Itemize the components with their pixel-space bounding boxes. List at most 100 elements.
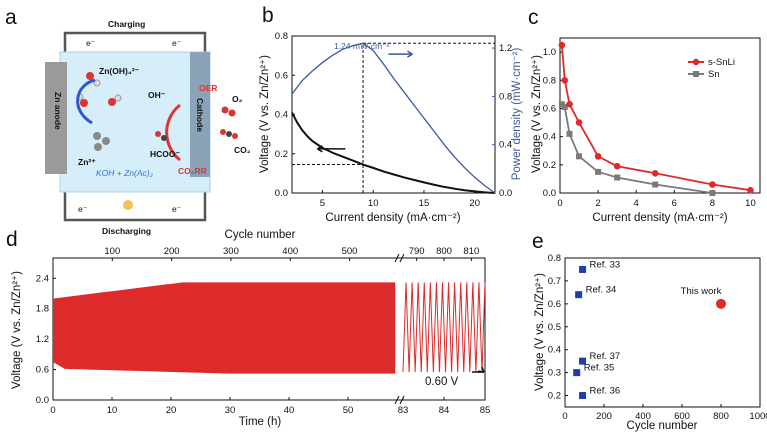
- panel-d-cycle-tick-label: 100: [104, 246, 120, 257]
- panel-d-axis-break-bottom-icon: [394, 395, 405, 405]
- panel-e-ytick-label: 0.2: [548, 391, 561, 402]
- panel-b-y2tick-label: 0.0: [499, 188, 512, 199]
- panel-e-this-work-label: This work: [681, 286, 722, 297]
- panel-d-cycle-tick-label: 300: [223, 246, 239, 257]
- panel-d-xtick-label: 40: [284, 405, 295, 416]
- panel-c-xtick-label: 10: [745, 198, 756, 209]
- panel-d-cycle-tick-label: 800: [436, 246, 452, 257]
- panel-a: a Charging Discharging e⁻ e⁻ e⁻ e⁻ Zn an…: [5, 6, 251, 236]
- panel-d-x2label: Cycle number: [225, 229, 296, 241]
- legend-s-snli-label: s-SnLi: [708, 57, 735, 68]
- cathode-label: Cathode: [195, 98, 205, 132]
- panel-c-s-snli-point: [558, 41, 566, 49]
- panel-b-frame: [291, 35, 496, 194]
- panel-b-ylabel: Voltage (V vs. Zn/Zn²⁺): [259, 55, 271, 173]
- panel-b-marks: 5 10 15 20 0.0 0.2 0.4 0.6 0.8 0.0 0.4 0.8 1.2: [275, 31, 512, 209]
- panel-d-ylabel: Voltage (V vs. Zn/Zn²⁺): [11, 271, 23, 389]
- panel-c-xtick-label: 2: [595, 198, 600, 209]
- zn-ion-label: Zn²⁺: [78, 157, 96, 167]
- panel-e-xtick-label: 600: [674, 411, 690, 422]
- panel-e-xtick-label: 0: [562, 411, 567, 422]
- panel-e-ref-point: [579, 392, 587, 400]
- panel-b-y2tick-label: 0.8: [499, 91, 512, 102]
- lightbulb-icon: [123, 200, 133, 210]
- panel-e-ref-label: Ref. 34: [586, 285, 617, 296]
- panel-e-ylabel: Voltage (V vs. Zn/Zn²⁺): [534, 273, 546, 391]
- panel-d-cycle-tick-label: 400: [282, 246, 298, 257]
- zincate-label: Zn(OH)₄²⁻: [99, 66, 140, 76]
- cycle-arrow-blue: [76, 78, 96, 125]
- panel-d-ytick-label: 1.2: [36, 334, 49, 345]
- panel-b: b 5 10 15 20 0.0 0.2 0.4 0.6 0.8 0.0 0.4 0.8 1.2 Cur…: [259, 4, 523, 224]
- panel-c: c 0 2 4 6 8 10 0.0 0.2 0.4 0.6 0.8 1.0 Current dens…: [528, 6, 761, 224]
- panel-c-s-snli-point: [561, 76, 569, 84]
- panel-d-xtick-label: 20: [166, 405, 177, 416]
- panel-c-label: c: [528, 6, 539, 29]
- panel-b-xtick-label: 15: [419, 198, 430, 209]
- panel-c-ytick-label: 1.0: [543, 47, 556, 58]
- panel-c-s-snli-point: [594, 153, 602, 160]
- panel-e-ytick-label: 0.4: [548, 345, 561, 356]
- panel-e-ref-label: Ref. 33: [590, 259, 621, 270]
- legend-s-snli-marker: [692, 58, 700, 66]
- panel-b-label: b: [262, 4, 274, 27]
- panel-e-ytick-label: 0.7: [548, 276, 561, 287]
- panel-d-cycle-tick-label: 790: [409, 246, 425, 257]
- panel-b-ytick-label: 0.8: [275, 31, 288, 42]
- panel-d-axis-break-top-icon: [394, 253, 405, 263]
- oer-label: OER: [199, 83, 217, 93]
- panel-c-xtick-label: 8: [710, 198, 715, 209]
- legend-sn-label: Sn: [708, 69, 720, 80]
- hcoo-label: HCOO⁻: [150, 149, 181, 159]
- panel-e-ref-point: [575, 291, 583, 299]
- panel-d-xlabel: Time (h): [239, 416, 282, 428]
- panel-e-label: e: [532, 230, 544, 253]
- panel-c-sn-point: [576, 153, 583, 160]
- zn-anode-plate: [45, 62, 67, 174]
- panel-d-annotation-arrow-icon: [471, 366, 485, 373]
- panel-e-frame: [564, 257, 761, 408]
- panel-d-xtick-label: 30: [225, 405, 236, 416]
- panel-d-label: d: [6, 228, 18, 251]
- panel-e-ref-label: Ref. 36: [590, 386, 621, 397]
- panel-e-ref-point: [579, 265, 587, 273]
- panel-d-annotation: 0.60 V: [425, 376, 459, 388]
- panel-b-xlabel: Current density (mA·cm⁻²): [325, 212, 460, 224]
- panel-c-ylabel: Voltage (V vs. Zn/Zn²⁺): [531, 55, 543, 173]
- legend-sn-marker: [693, 71, 699, 77]
- panel-c-s-snli-point: [575, 119, 583, 126]
- panel-c-ytick-label: 0.4: [543, 132, 556, 143]
- panel-c-sn-point: [652, 181, 659, 188]
- panel-b-xtick-label: 5: [320, 198, 325, 209]
- co2rr-label: CO₂RR: [178, 166, 207, 176]
- panel-e-xtick-label: 800: [713, 411, 729, 422]
- panel-c-sn-point: [566, 130, 573, 137]
- panel-c-sn-point: [561, 104, 568, 111]
- panel-e-ref-label: Ref. 35: [584, 363, 615, 374]
- panel-c-xtick-label: 6: [672, 198, 677, 209]
- panel-c-ytick-label: 0.6: [543, 103, 556, 114]
- panel-b-arrow-left-icon: [316, 145, 346, 153]
- panel-d-ytick-label: 0.0: [36, 395, 49, 406]
- panel-d-xtick-label: 84: [439, 405, 450, 416]
- panel-d: d 0.0 0.6 1.2 1.8 2.4 0 10 20 30 40 50 83 84 85 100 200…: [6, 228, 490, 428]
- panel-b-y2label: Power density (mW·cm⁻²): [511, 48, 523, 181]
- panel-b-voltage-line: [291, 112, 496, 194]
- panel-d-ytick-label: 0.6: [36, 365, 49, 376]
- panel-e-xtick-label: 400: [635, 411, 651, 422]
- panel-c-sn-point: [709, 190, 716, 196]
- panel-b-power-line: [291, 42, 496, 194]
- panel-e-ytick-label: 0.6: [548, 299, 561, 310]
- panel-b-ytick-label: 0.2: [275, 149, 288, 160]
- electrolyte-label: KOH + Zn(Ac)₂: [96, 168, 154, 178]
- panel-d-xtick-label: 83: [398, 405, 409, 416]
- panel-d-ytick-label: 2.4: [36, 273, 49, 284]
- panel-e-xtick-label: 200: [596, 411, 612, 422]
- panel-b-peak-annotation: 1.24 mW·cm⁻²: [334, 41, 390, 51]
- panel-e-this-work-point: [716, 298, 726, 309]
- panel-c-sn-line: [561, 103, 713, 194]
- panel-d-cycle-tick-label: 200: [164, 246, 180, 257]
- co2-label: CO₂: [234, 145, 251, 155]
